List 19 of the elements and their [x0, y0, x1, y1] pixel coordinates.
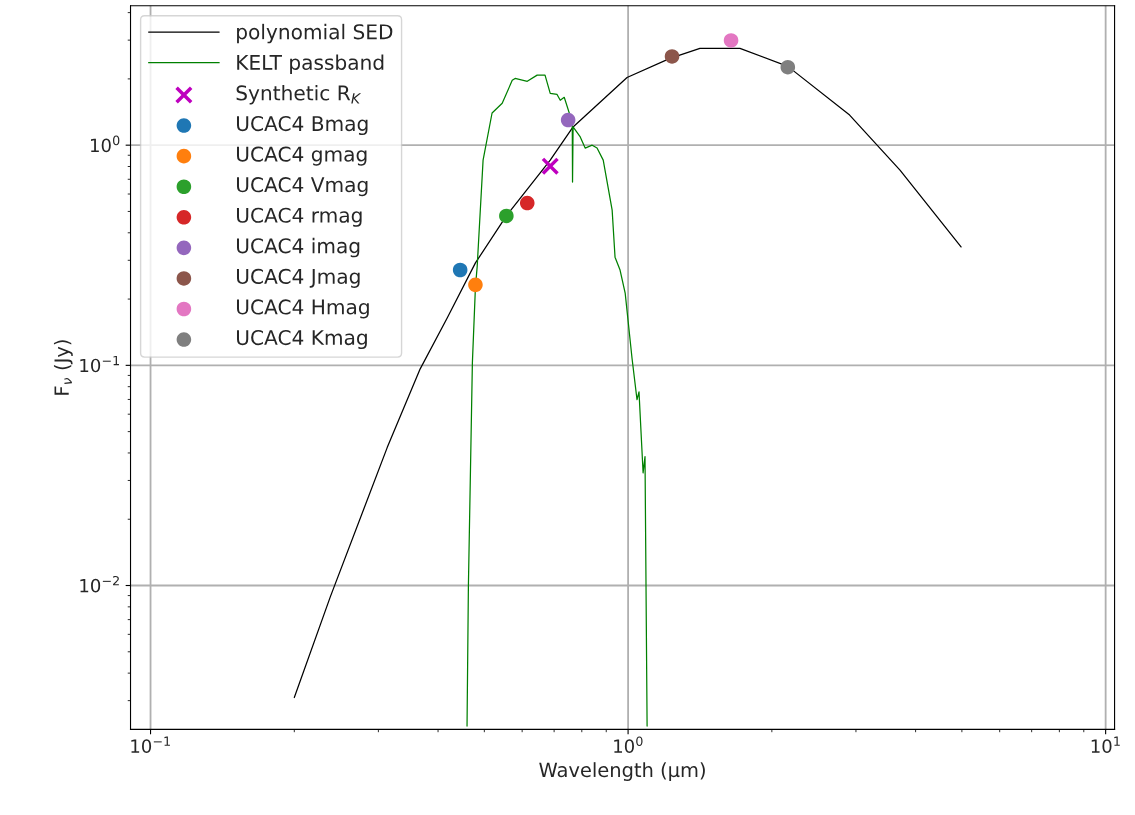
- legend-label: UCAC4 Jmag: [237, 268, 360, 288]
- legend-label: UCAC4 Hmag: [237, 299, 369, 319]
- x-tick-label: 10$^{0}$: [614, 736, 643, 753]
- y-axis-title: F$_{ν}$ (Jy): [53, 340, 73, 395]
- legend-label: UCAC4 Kmag: [237, 329, 367, 350]
- legend-label: UCAC4 Vmag: [237, 177, 368, 197]
- y-tick-label: 10$^{−2}$: [80, 575, 119, 593]
- legend-label: UCAC4 gmag: [237, 146, 367, 166]
- legend-label: UCAC4 rmag: [237, 207, 362, 227]
- legend-label: Synthetic R$_{K}$: [236, 84, 362, 105]
- legend-label: KELT passband: [237, 54, 384, 74]
- y-tick-label: 10$^{−1}$: [80, 355, 119, 373]
- x-axis-title: Wavelength (μm): [539, 762, 705, 781]
- legend-label: polynomial SED: [237, 23, 393, 44]
- legend-label: UCAC4 Bmag: [237, 115, 368, 136]
- legend-label: UCAC4 imag: [237, 237, 360, 258]
- y-tick-label: 10$^{0}$: [91, 135, 120, 153]
- x-tick-label: 10$^{1}$: [1091, 736, 1120, 753]
- x-tick-label: 10$^{−1}$: [131, 736, 170, 753]
